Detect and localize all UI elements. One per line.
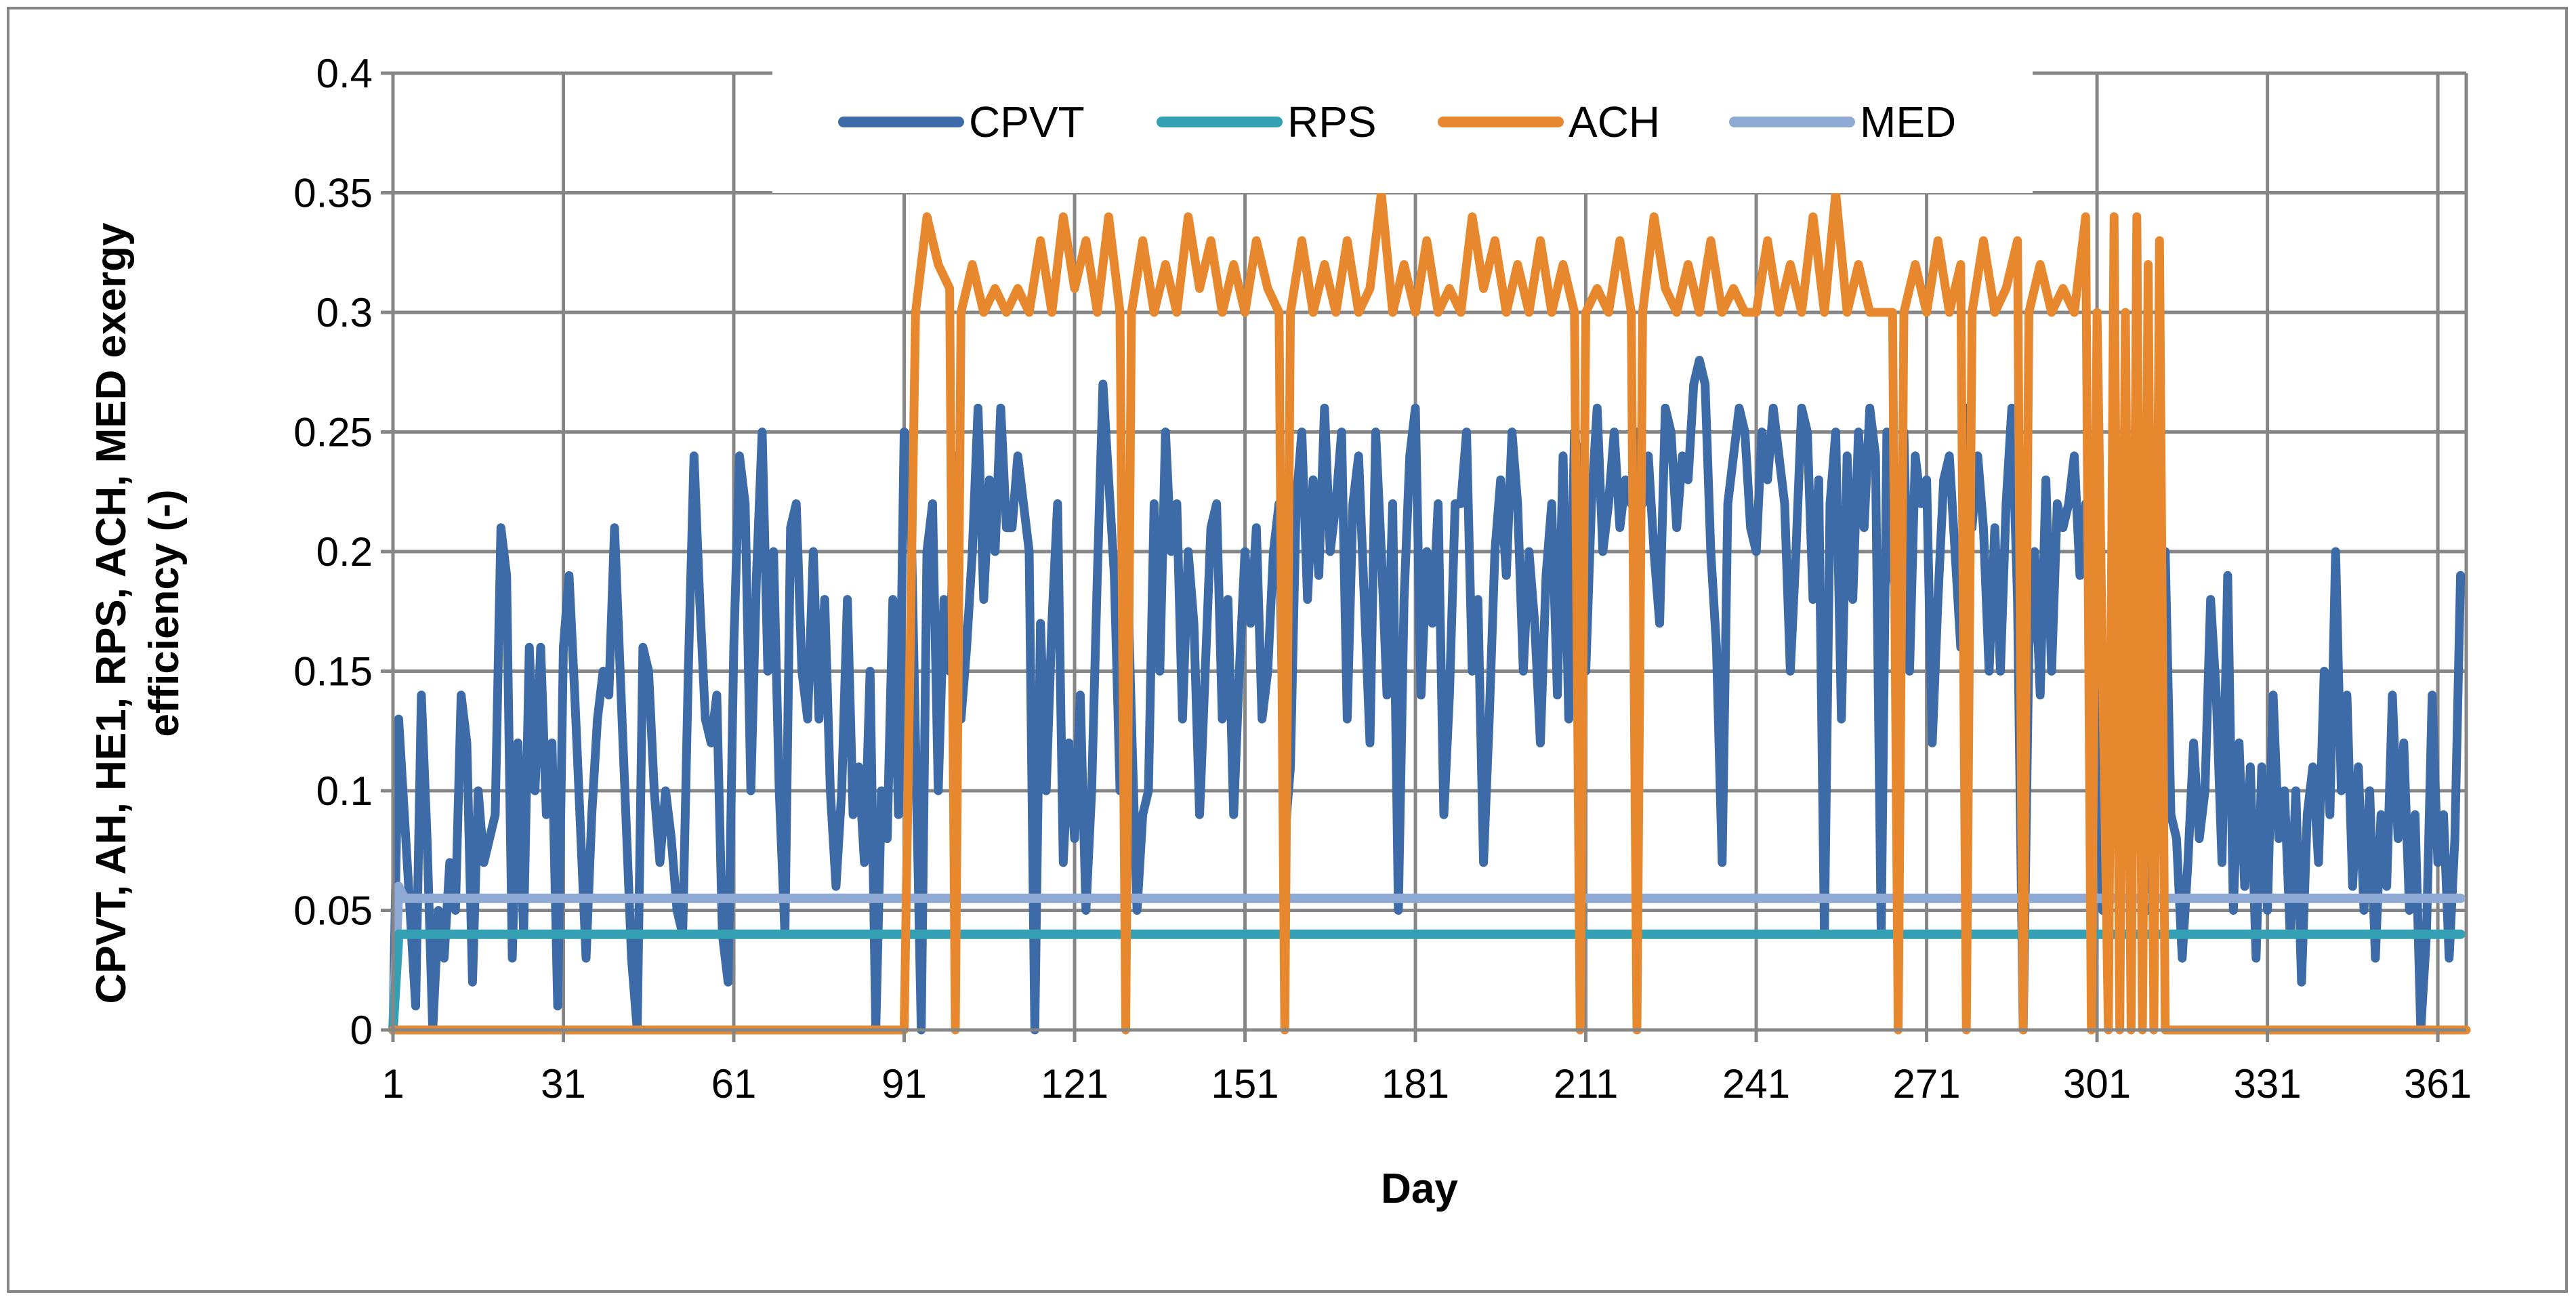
x-tick-label: 181 (1382, 1061, 1449, 1107)
x-tick-label: 211 (1554, 1061, 1619, 1107)
x-tick-label: 121 (1041, 1061, 1108, 1107)
x-tick-label: 91 (881, 1061, 927, 1107)
legend-box (772, 71, 2033, 193)
y-tick-label: 0.4 (316, 51, 373, 96)
y-axis-title-line-2: efficiency (-) (141, 489, 188, 737)
y-tick-label: 0.3 (316, 290, 373, 335)
legend-label-rps: RPS (1287, 98, 1377, 146)
y-tick-label: 0.15 (293, 649, 373, 695)
x-tick-label: 31 (541, 1061, 586, 1107)
x-tick-label: 271 (1893, 1061, 1961, 1107)
x-tick-label: 331 (2234, 1061, 2302, 1107)
y-tick-label: 0.25 (293, 410, 373, 455)
y-tick-label: 0.35 (293, 171, 373, 216)
y-tick-label: 0.1 (316, 768, 373, 814)
x-tick-label: 1 (381, 1061, 404, 1107)
x-tick-label: 241 (1722, 1061, 1790, 1107)
x-axis-title: Day (1381, 1165, 1458, 1212)
legend: CPVT RPS ACH MED (772, 71, 2033, 193)
x-tick-label: 151 (1211, 1061, 1279, 1107)
series-lines (388, 188, 2471, 1035)
x-tick-label: 61 (711, 1061, 757, 1107)
y-axis-title: CPVT, AH, HE1, RPS, ACH, MED exergy effi… (88, 222, 188, 1004)
y-tick-label: 0 (350, 1008, 373, 1053)
y-tick-label: 0.05 (293, 888, 373, 934)
series-line-rps (388, 929, 2466, 1035)
tick-labels: 0 0.05 0.1 0.15 0.2 0.25 0.3 0.35 0.4 1 31 61 91 121 1… (293, 51, 2472, 1107)
y-axis-title-line-1: CPVT, AH, HE1, RPS, ACH, MED exergy (88, 222, 135, 1004)
y-tick-label: 0.2 (316, 529, 373, 575)
x-tick-label: 361 (2404, 1061, 2472, 1107)
legend-label-med: MED (1860, 98, 1956, 146)
legend-label-cpvt: CPVT (969, 98, 1085, 146)
x-tick-label: 301 (2063, 1061, 2131, 1107)
legend-label-ach: ACH (1569, 98, 1660, 146)
